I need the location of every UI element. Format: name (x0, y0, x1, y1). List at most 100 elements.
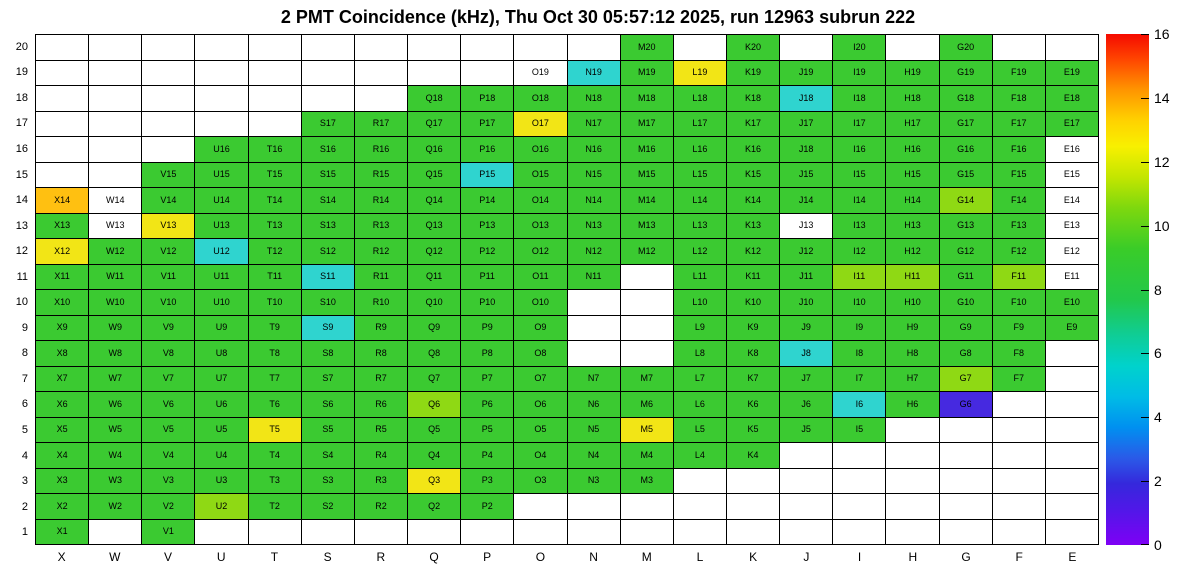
heatmap-cell: E16 (1045, 137, 1098, 162)
x-axis-label: L (696, 550, 704, 564)
heatmap-cell: N15 (567, 162, 620, 187)
heatmap-cell (939, 519, 992, 544)
heatmap-cell: J14 (780, 188, 833, 213)
heatmap-cell: X13 (36, 213, 89, 238)
heatmap-cell: X11 (36, 264, 89, 289)
heatmap-cell: W3 (89, 468, 142, 493)
heatmap-cell: L9 (673, 315, 726, 340)
heatmap-cell: I19 (833, 60, 886, 85)
heatmap-cell: Q4 (408, 443, 461, 468)
heatmap-cell (36, 86, 89, 111)
heatmap-cell: I14 (833, 188, 886, 213)
heatmap-cell: K13 (726, 213, 780, 238)
heatmap-cell: G12 (939, 239, 992, 264)
heatmap-cell (886, 519, 939, 544)
heatmap-cell: T16 (248, 137, 301, 162)
heatmap-cell: T6 (248, 392, 301, 417)
colorbar (1106, 34, 1149, 545)
heatmap-cell: H18 (886, 86, 939, 111)
heatmap-cell: R16 (354, 137, 408, 162)
heatmap-cell: L17 (673, 111, 726, 136)
heatmap-cell (514, 494, 567, 519)
heatmap-cell: W7 (89, 366, 142, 391)
heatmap-cell: F16 (992, 137, 1045, 162)
heatmap-cell: Q18 (408, 86, 461, 111)
heatmap-cell (992, 494, 1045, 519)
heatmap-cell: K18 (726, 86, 780, 111)
heatmap-cell: K19 (726, 60, 780, 85)
heatmap-cell (1045, 341, 1098, 366)
heatmap-cell: M18 (620, 86, 673, 111)
heatmap-cell: P10 (461, 290, 514, 315)
heatmap-cell: L6 (673, 392, 726, 417)
heatmap-cell: T8 (248, 341, 301, 366)
heatmap-cell: M16 (620, 137, 673, 162)
heatmap-cell: V15 (142, 162, 195, 187)
heatmap-cell: F14 (992, 188, 1045, 213)
heatmap-cell: Q6 (408, 392, 461, 417)
heatmap-cell: W11 (89, 264, 142, 289)
heatmap-cell: Q9 (408, 315, 461, 340)
heatmap-cell (780, 35, 833, 60)
heatmap-cell: N6 (567, 392, 620, 417)
heatmap-cell: U6 (195, 392, 248, 417)
heatmap-cell (248, 86, 301, 111)
heatmap-cell: G13 (939, 213, 992, 238)
heatmap-cell: G11 (939, 264, 992, 289)
heatmap-cell (939, 494, 992, 519)
heatmap-cell: Q17 (408, 111, 461, 136)
heatmap-cell (89, 519, 142, 544)
heatmap-cell: G17 (939, 111, 992, 136)
heatmap-cell: R4 (354, 443, 408, 468)
heatmap-cell (1045, 366, 1098, 391)
heatmap-cell: S2 (301, 494, 354, 519)
heatmap-cell: U3 (195, 468, 248, 493)
heatmap-cell: Q16 (408, 137, 461, 162)
heatmap-cell: P5 (461, 417, 514, 442)
heatmap-cell (620, 519, 673, 544)
heatmap-cell (886, 443, 939, 468)
heatmap-cell (1045, 519, 1098, 544)
y-axis-label: 4 (21, 449, 28, 462)
heatmap-cell (195, 111, 248, 136)
heatmap-cell (1045, 392, 1098, 417)
heatmap-cell (301, 519, 354, 544)
heatmap-cell: E14 (1045, 188, 1098, 213)
heatmap-cell (142, 35, 195, 60)
y-axis: 20 19 18 17 16 15 14 13 12 11 10 9 8 7 6 5 4 3 2 1 (0, 34, 30, 545)
heatmap-cell: H15 (886, 162, 939, 187)
heatmap-cell: J6 (780, 392, 833, 417)
heatmap-cell (780, 443, 833, 468)
heatmap-cell (673, 519, 726, 544)
y-axis-label: 13 (15, 219, 28, 232)
heatmap-cell: L10 (673, 290, 726, 315)
heatmap-cell (142, 60, 195, 85)
heatmap-cell: K14 (726, 188, 780, 213)
heatmap-cell: V8 (142, 341, 195, 366)
heatmap-cell: Q5 (408, 417, 461, 442)
heatmap-cell: S6 (301, 392, 354, 417)
heatmap-cell: I15 (833, 162, 886, 187)
heatmap-cell: G18 (939, 86, 992, 111)
x-axis-label: H (908, 550, 918, 564)
heatmap-cell: J12 (780, 239, 833, 264)
heatmap-cell: J7 (780, 366, 833, 391)
heatmap-cell: M17 (620, 111, 673, 136)
heatmap-cell: O9 (514, 315, 567, 340)
heatmap-cell (461, 519, 514, 544)
heatmap-cell: X9 (36, 315, 89, 340)
heatmap-cell (833, 468, 886, 493)
y-axis-label: 5 (21, 424, 28, 437)
heatmap-cell: T14 (248, 188, 301, 213)
heatmap-cell: Q3 (408, 468, 461, 493)
heatmap-cell: J10 (780, 290, 833, 315)
heatmap-cell: S14 (301, 188, 354, 213)
colorbar-tick (1141, 481, 1149, 483)
y-axis-label: 16 (15, 142, 28, 155)
heatmap-cell: R14 (354, 188, 408, 213)
heatmap-cell: U12 (195, 239, 248, 264)
heatmap-cell: T15 (248, 162, 301, 187)
heatmap-cell: G16 (939, 137, 992, 162)
heatmap-cell: V7 (142, 366, 195, 391)
